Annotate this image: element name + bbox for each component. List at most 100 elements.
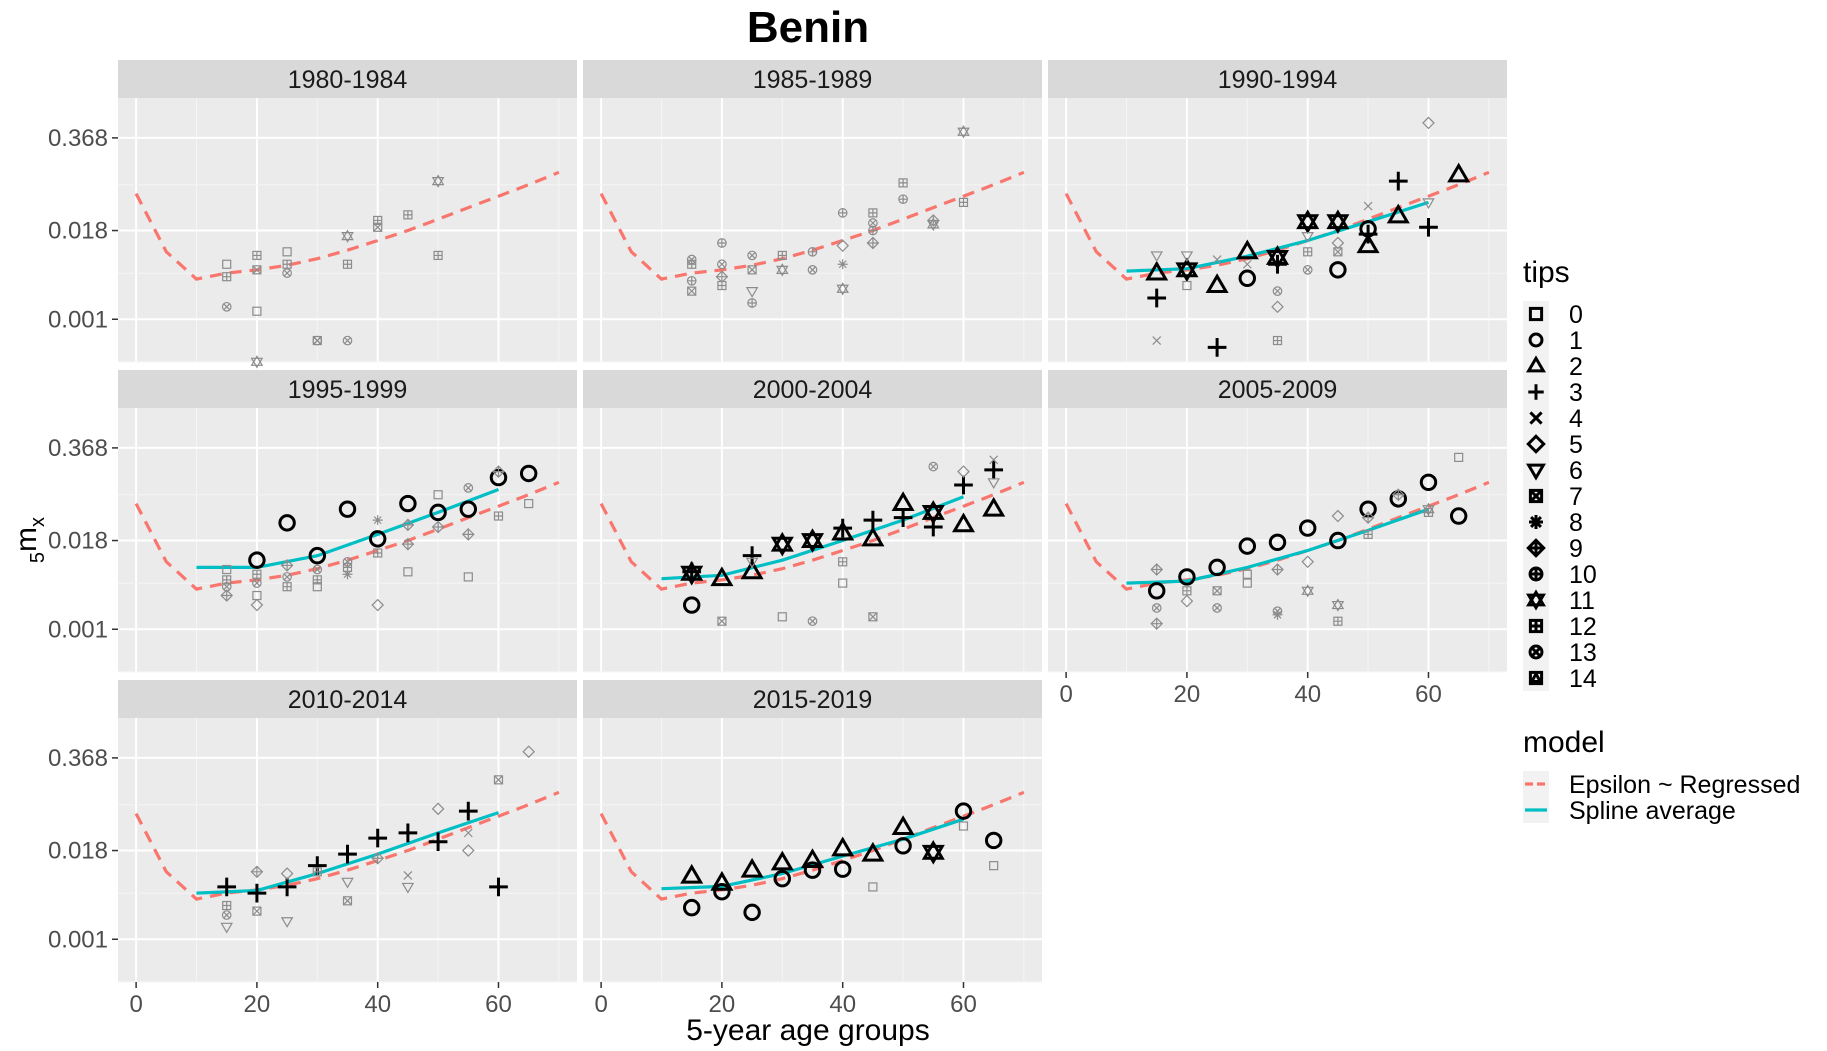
- facet-strip: [583, 680, 1042, 718]
- data-point: [1242, 259, 1252, 269]
- legend-tip-label: 11: [1569, 587, 1595, 615]
- data-point: [250, 355, 264, 369]
- facet-panel: 1985-1989: [583, 60, 1042, 363]
- data-point: [401, 518, 415, 532]
- data-point: [987, 478, 1000, 489]
- facet-label: 1995-1999: [288, 376, 408, 404]
- data-point: [1180, 251, 1194, 263]
- legend-tip-symbol: [1528, 644, 1544, 660]
- data-point: [1331, 598, 1345, 612]
- data-point: [868, 225, 878, 236]
- y-tick-label: 0.001: [48, 616, 108, 643]
- spline-average-line: [196, 811, 500, 895]
- data-point: [341, 229, 354, 243]
- data-point: [1363, 201, 1373, 211]
- data-point: [687, 259, 697, 269]
- spline-average-line: [661, 817, 965, 891]
- data-point: [429, 503, 447, 522]
- legend-tip-symbol: [1528, 488, 1544, 504]
- data-point: [1449, 507, 1468, 525]
- gridlines: [1048, 408, 1507, 673]
- data-point: [1150, 563, 1164, 576]
- data-point: [280, 559, 294, 572]
- data-point: [458, 801, 478, 821]
- data-points: [680, 802, 1003, 922]
- facet-label: 1980-1984: [288, 66, 408, 94]
- data-point: [250, 598, 264, 612]
- data-point: [989, 861, 999, 871]
- data-point: [342, 896, 353, 906]
- legend-tip-label: 7: [1569, 483, 1583, 511]
- data-point: [1301, 584, 1314, 598]
- legend-tip-symbol: [1528, 384, 1544, 400]
- legend-model-label: Epsilon ~ Regressed: [1569, 771, 1800, 799]
- data-point: [740, 559, 764, 580]
- legend-tip-label: 4: [1569, 405, 1583, 433]
- data-point: [807, 616, 818, 627]
- data-point: [747, 265, 757, 275]
- data-point: [866, 236, 880, 250]
- data-point: [524, 498, 534, 509]
- data-point: [461, 844, 475, 857]
- gridlines: [118, 98, 577, 363]
- data-point: [342, 562, 353, 573]
- data-point: [403, 567, 413, 577]
- data-point: [1303, 247, 1313, 257]
- legend-tip-symbol: [1526, 589, 1546, 611]
- facet-panel: 1995-1999 0.368 0.018 0.001: [48, 370, 577, 673]
- gridlines: [118, 718, 577, 983]
- data-point: [1271, 563, 1284, 576]
- facet-label: 2015-2019: [753, 686, 873, 714]
- data-point: [1329, 261, 1347, 279]
- data-point: [773, 869, 792, 888]
- y-tick-label: 0.001: [48, 926, 108, 953]
- data-point: [1212, 586, 1222, 596]
- data-point: [836, 239, 850, 253]
- data-point: [898, 194, 908, 205]
- x-tick-label: 20: [244, 991, 271, 1018]
- data-point: [252, 578, 262, 588]
- data-point: [868, 612, 878, 622]
- data-point: [957, 465, 970, 478]
- x-tick-label: 0: [129, 991, 142, 1018]
- legend-tip-label: 9: [1569, 535, 1583, 563]
- data-point: [403, 871, 413, 880]
- data-point: [984, 831, 1003, 850]
- data-point: [433, 490, 443, 500]
- data-point: [373, 548, 383, 558]
- data-point: [1422, 198, 1435, 210]
- y-tick-label: 0.001: [48, 306, 108, 333]
- data-point: [1391, 488, 1405, 502]
- data-point: [803, 861, 822, 879]
- data-points: [1147, 452, 1468, 631]
- data-point: [398, 823, 418, 843]
- data-point: [838, 557, 848, 567]
- data-point: [217, 877, 237, 897]
- x-tick-label: 60: [950, 991, 977, 1018]
- facet-panel: 2000-2004: [583, 370, 1042, 673]
- data-point: [800, 528, 825, 553]
- data-point: [861, 841, 885, 862]
- y-axis-title: 5mx: [10, 517, 49, 563]
- data-point: [250, 865, 264, 879]
- facet-panel: 2015-2019 0 20 40 60: [583, 680, 1042, 1018]
- data-point: [401, 882, 415, 894]
- facet-panel: 2010-2014 0.368 0.018 0.001 0 20 40 60: [48, 680, 577, 1018]
- data-point: [280, 917, 294, 928]
- data-point: [1238, 269, 1257, 288]
- data-point: [519, 464, 538, 483]
- data-point: [282, 247, 292, 257]
- data-point: [368, 530, 387, 548]
- facet-label: 1985-1989: [753, 66, 873, 94]
- x-tick-label: 0: [1059, 681, 1072, 708]
- data-point: [958, 821, 969, 831]
- data-point: [221, 910, 232, 920]
- data-point: [1242, 569, 1252, 579]
- data-point: [371, 851, 385, 865]
- x-tick-label: 60: [485, 991, 512, 1018]
- data-point: [710, 870, 734, 891]
- x-tick-label: 0: [594, 991, 607, 1018]
- data-point: [433, 250, 443, 261]
- data-point: [338, 844, 357, 864]
- data-point: [247, 883, 267, 903]
